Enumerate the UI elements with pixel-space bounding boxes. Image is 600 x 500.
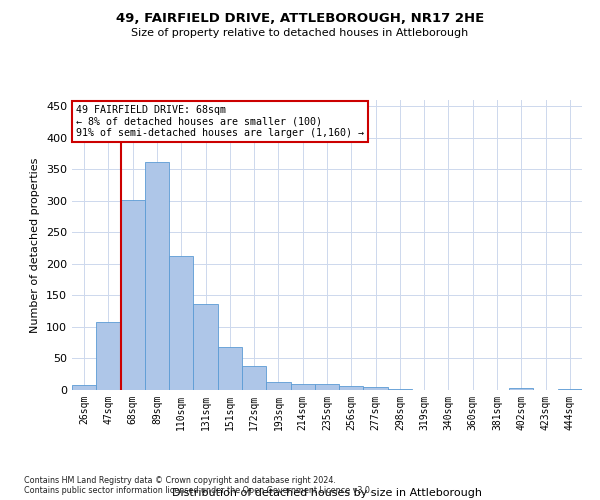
Text: 49, FAIRFIELD DRIVE, ATTLEBOROUGH, NR17 2HE: 49, FAIRFIELD DRIVE, ATTLEBOROUGH, NR17 …	[116, 12, 484, 26]
Y-axis label: Number of detached properties: Number of detached properties	[31, 158, 40, 332]
Bar	[558, 388, 582, 390]
X-axis label: Distribution of detached houses by size in Attleborough: Distribution of detached houses by size …	[172, 488, 482, 498]
Bar	[339, 386, 364, 390]
Bar	[96, 322, 121, 390]
Bar	[121, 200, 145, 390]
Text: 49 FAIRFIELD DRIVE: 68sqm
← 8% of detached houses are smaller (100)
91% of semi-: 49 FAIRFIELD DRIVE: 68sqm ← 8% of detach…	[76, 105, 364, 138]
Bar	[169, 256, 193, 390]
Bar	[364, 387, 388, 390]
Bar	[242, 366, 266, 390]
Bar	[193, 304, 218, 390]
Text: Contains HM Land Registry data © Crown copyright and database right 2024.
Contai: Contains HM Land Registry data © Crown c…	[24, 476, 373, 495]
Bar	[388, 388, 412, 390]
Bar	[72, 385, 96, 390]
Bar	[266, 382, 290, 390]
Bar	[218, 347, 242, 390]
Bar	[145, 162, 169, 390]
Bar	[509, 388, 533, 390]
Bar	[290, 384, 315, 390]
Text: Size of property relative to detached houses in Attleborough: Size of property relative to detached ho…	[131, 28, 469, 38]
Bar	[315, 384, 339, 390]
